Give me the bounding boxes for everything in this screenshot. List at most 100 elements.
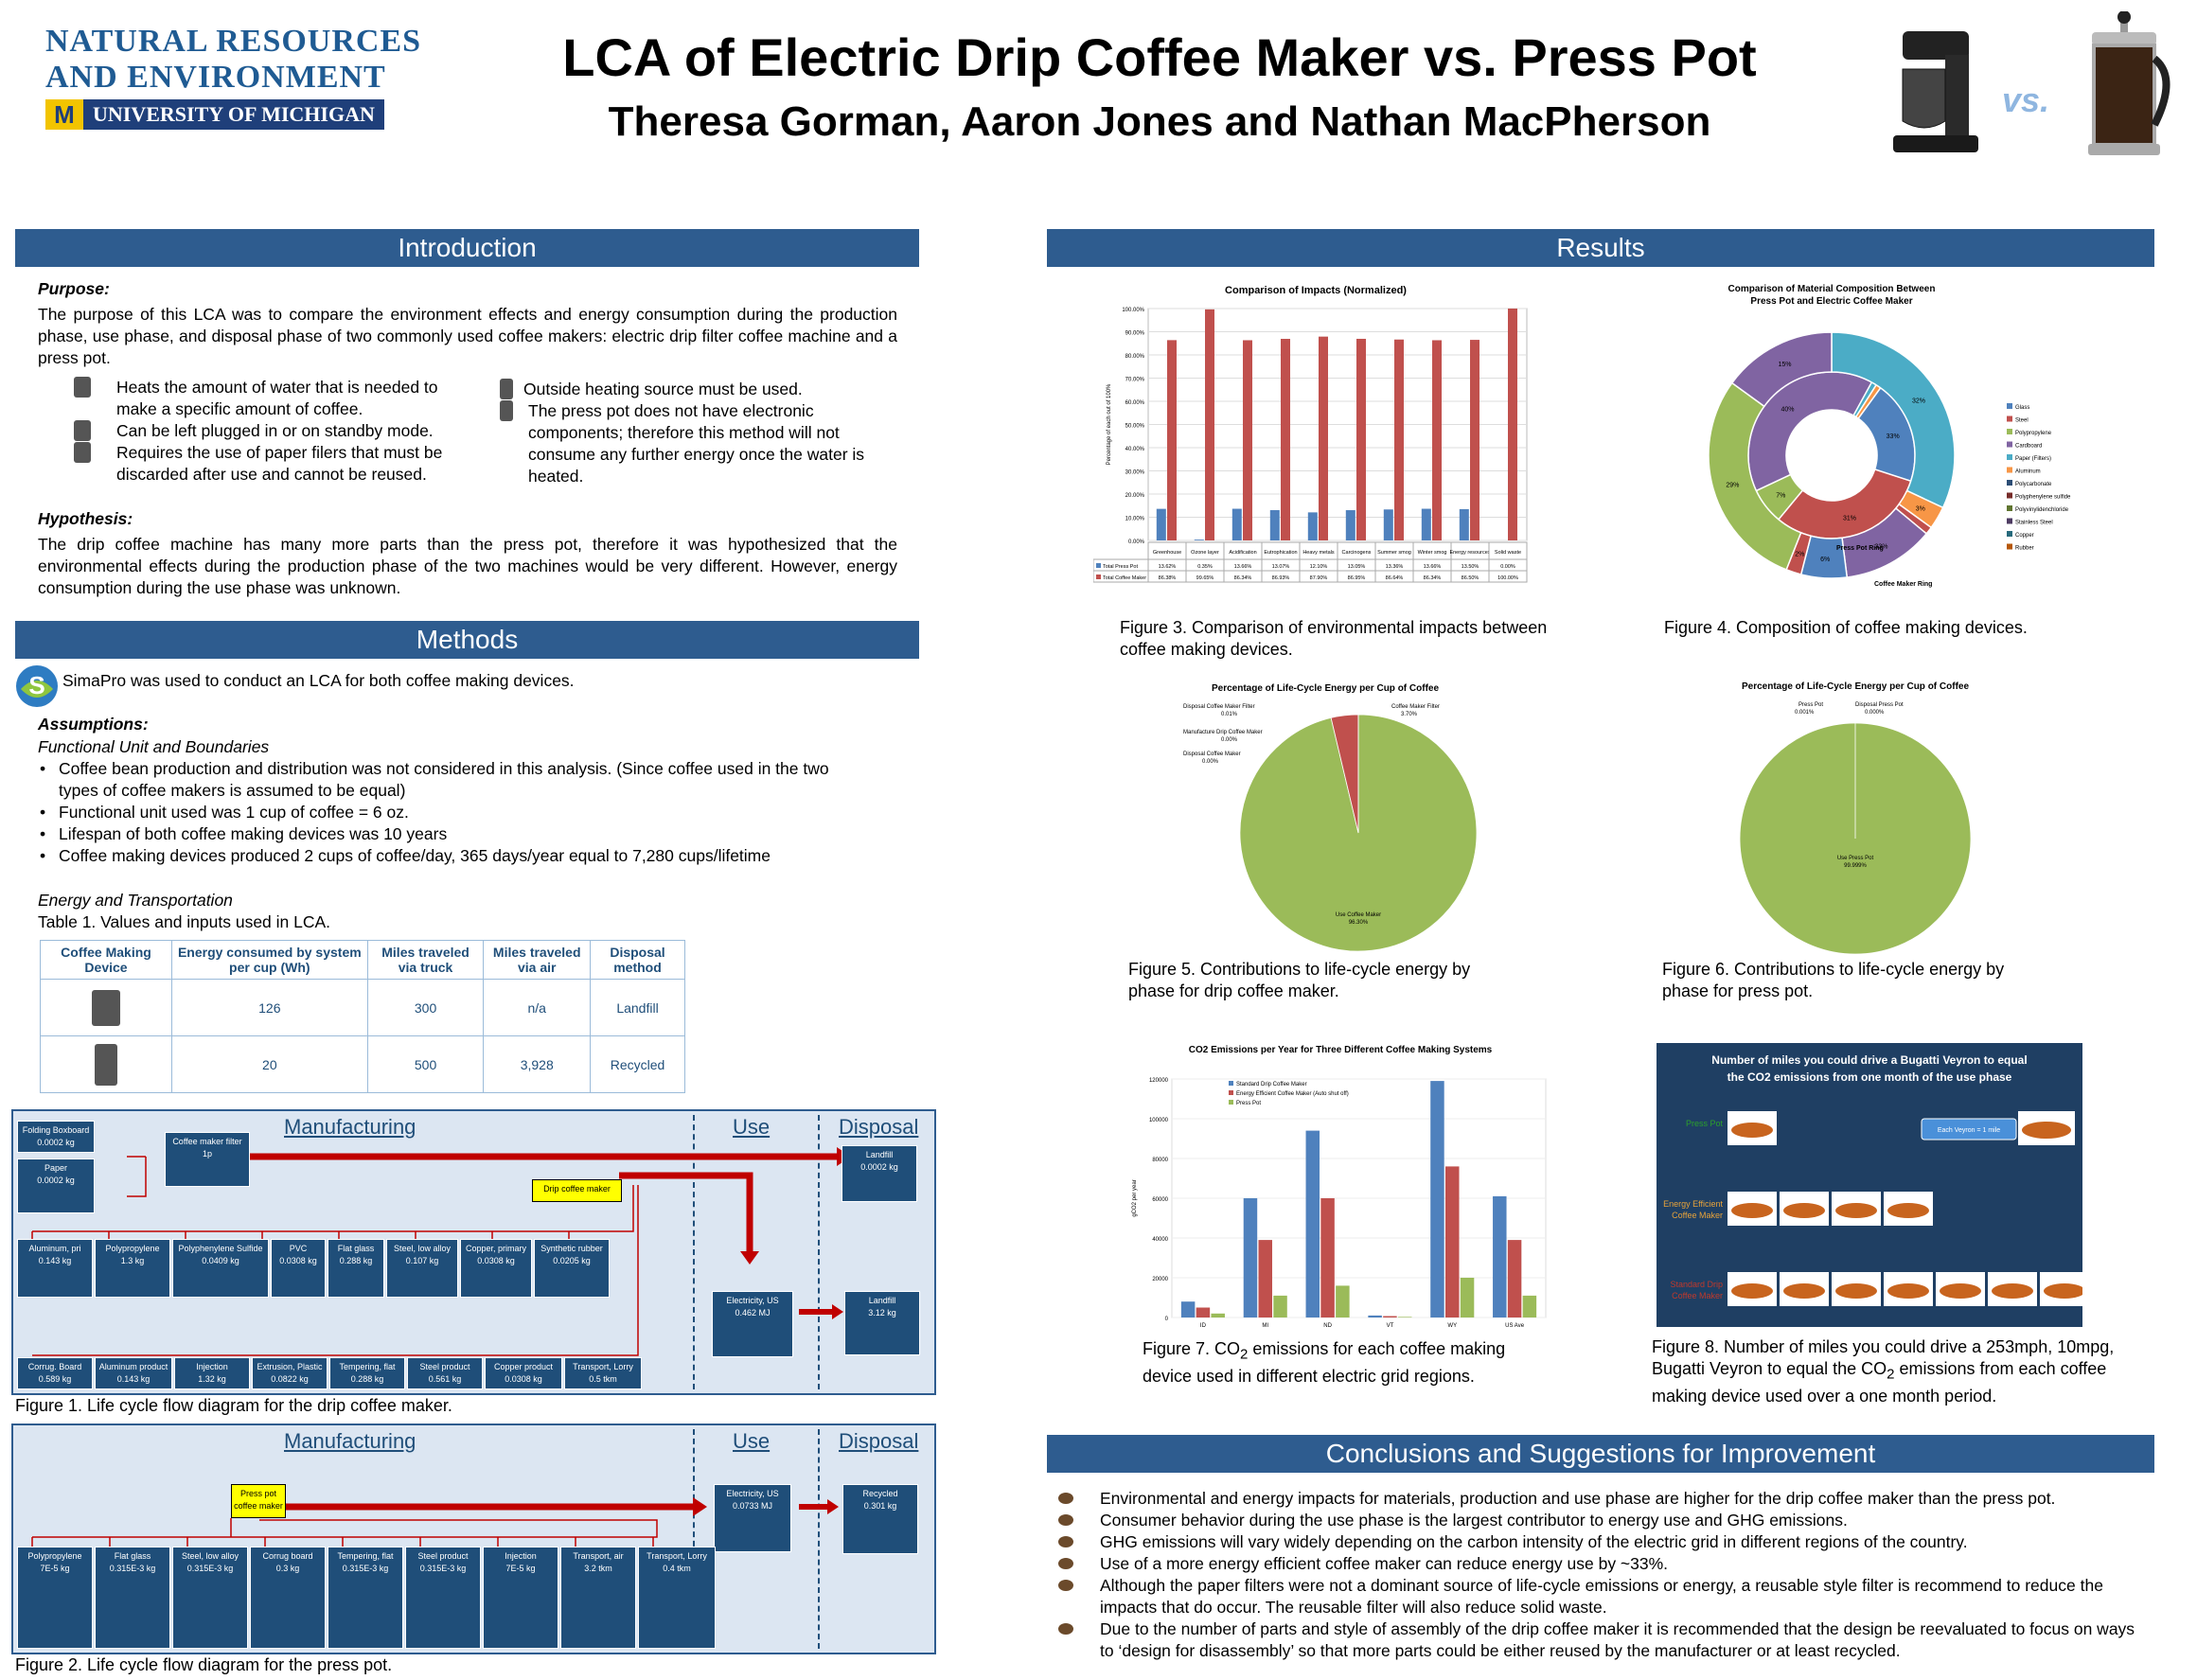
conclusion-text: Although the paper filters were not a do… [1100, 1576, 2103, 1617]
flow-box-label: Steel product [419, 1362, 470, 1371]
car-icon [1940, 1283, 1981, 1299]
legend-swatch [2007, 454, 2012, 460]
flow-box: Folding Boxboard 0.0002 kg [17, 1121, 95, 1153]
bar [1211, 1313, 1225, 1317]
flow-box-label: Press pot coffee maker [234, 1489, 283, 1511]
car-icon [1783, 1283, 1825, 1299]
bar [1383, 509, 1393, 540]
flow-box-label: Corrug. Board [27, 1362, 82, 1371]
flow-box-value: 0.589 kg [38, 1374, 72, 1384]
assumptions-label: Assumptions: [38, 715, 149, 734]
data-label: 86.64% [1386, 575, 1404, 581]
drip-point: Can be left plugged in or on standby mod… [74, 420, 471, 442]
university-logo: NATURAL RESOURCES AND ENVIRONMENT M UNIV… [45, 24, 443, 133]
conclusion-item: Although the paper filters were not a do… [1058, 1575, 2137, 1618]
logo-line2: AND ENVIRONMENT [45, 60, 386, 95]
coffee-maker-icon [74, 377, 91, 398]
bar [1430, 1081, 1444, 1317]
drip-coffee-maker-image [1893, 31, 1978, 152]
table-caption: Table 1. Values and inputs used in LCA. [38, 912, 331, 931]
flow-box-value: 0.0733 MJ [732, 1501, 773, 1511]
figure8-caption-sub: 2 [1887, 1366, 1895, 1383]
press-point: Outside heating source must be used. [500, 379, 897, 400]
coffee-bean-icon [1058, 1623, 1073, 1635]
y-axis-label: Percentage of each out of 100% [1107, 383, 1112, 465]
manufacturing-label: Manufacturing [284, 1115, 416, 1139]
coffee-maker-icon [92, 989, 120, 1026]
flow-box: Extrusion, Plastic 0.0822 kg [252, 1357, 328, 1389]
conclusion-item: Use of a more energy efficient coffee ma… [1058, 1553, 2137, 1575]
y-tick-label: 90.00% [1125, 331, 1145, 337]
flow-arrows [31, 1497, 839, 1547]
flow-box-label: Recycled [862, 1489, 898, 1498]
data-label: 87.90% [1310, 575, 1328, 581]
conclusion-item: Environmental and energy impacts for mat… [1058, 1488, 2137, 1510]
legend-label: Copper [2015, 533, 2034, 539]
slice-label: 33% [1875, 544, 1888, 551]
introduction-heading: Introduction [15, 229, 919, 267]
legend-label: Polyvinylidenchloride [2015, 507, 2069, 513]
legend-label: Glass [2015, 405, 2029, 411]
legend-label: Rubber [2015, 546, 2034, 552]
press-point: The press pot does not have electronic c… [500, 400, 897, 487]
conclusion-item: Consumer behavior during the use phase i… [1058, 1510, 2137, 1531]
flow-box-value: 0.315E-3 kg [109, 1564, 156, 1573]
figure3-impacts-chart: Comparison of Impacts (Normalized) 0.00% 1… [1093, 285, 1528, 583]
flow-box: Polypropylene 1.3 kg [95, 1239, 170, 1298]
figure3-caption: Figure 3. Comparison of environmental im… [1120, 618, 1548, 659]
coffee-maker-icon [74, 442, 91, 463]
slice-value: 0.00% [1202, 759, 1219, 765]
category-label: Eutrophication [1264, 550, 1297, 556]
legend-label: Energy Efficient Coffee Maker (Auto shut… [1236, 1091, 1349, 1097]
flow-box-label: Polypropylene [105, 1244, 160, 1253]
figure5-energy-pie-chart: Percentage of Life-Cycle Energy per Cup … [1183, 683, 1478, 952]
y-tick-label: 80000 [1152, 1158, 1168, 1163]
drip-point: Heats the amount of water that is needed… [74, 377, 471, 420]
legend-label: Total Coffee Maker [1103, 575, 1146, 581]
table-cell: 20 [171, 1035, 368, 1093]
legend-label: Total Press Pot [1103, 564, 1138, 570]
figure7-caption-text: Figure 7. CO [1143, 1339, 1241, 1358]
flow-box-value: 0.0409 kg [202, 1256, 239, 1265]
purpose-text: The purpose of this LCA was to compare t… [38, 305, 897, 367]
logo-line3: UNIVERSITY OF MICHIGAN [83, 99, 384, 130]
category-label: Press Pot [1686, 1119, 1724, 1128]
data-label: 0.35% [1197, 564, 1213, 570]
car-icon [1887, 1203, 1929, 1218]
coffee-bean-icon [1058, 1514, 1073, 1526]
flow-box: Polyphenylene Sulfide 0.0409 kg [172, 1239, 269, 1298]
bar [1345, 510, 1355, 540]
poster-authors: Theresa Gorman, Aaron Jones and Nathan M… [608, 98, 1711, 145]
data-label: 86.95% [1348, 575, 1366, 581]
y-tick-label: 0 [1165, 1317, 1169, 1322]
slice-label: Disposal Coffee Maker Filter [1183, 704, 1255, 710]
legend-label: Press Pot [1236, 1101, 1261, 1106]
flow-box: Aluminum product 0.143 kg [95, 1357, 172, 1389]
bar [1205, 309, 1214, 540]
category-label: Acidification [1229, 550, 1256, 556]
table-header: Energy consumed by system per cup (Wh) [171, 940, 368, 980]
y-axis-label: gCO2 per year [1132, 1179, 1138, 1216]
flow-box-label: Transport, Lorry [573, 1362, 633, 1371]
flow-box: Electricity, US 0.462 MJ [712, 1291, 793, 1357]
bar [1167, 340, 1177, 540]
slice-label: Press Pot [1798, 702, 1823, 708]
data-label: 99.65% [1196, 575, 1214, 581]
bar [1273, 1295, 1287, 1317]
coffee-maker-icon [74, 420, 91, 441]
legend-swatch [2007, 429, 2012, 434]
figure4-composition-chart: Comparison of Material Composition Betwe… [1708, 284, 2071, 588]
flow-box: Polypropylene 7E-5 kg [17, 1547, 93, 1649]
conclusion-text: Consumer behavior during the use phase i… [1100, 1511, 1848, 1530]
divider [693, 1429, 695, 1649]
flow-box-value: 0.315E-3 kg [186, 1564, 234, 1573]
bar [1470, 340, 1479, 540]
flow-box-label: Electricity, US [726, 1296, 779, 1305]
chart-title: Percentage of Life-Cycle Energy per Cup … [1212, 683, 1439, 694]
press-pot-icon [95, 1043, 117, 1086]
y-tick-label: 10.00% [1125, 517, 1145, 522]
flow-box-label: Landfill [868, 1296, 896, 1305]
flow-box: Steel, low alloy 0.315E-3 kg [172, 1547, 248, 1649]
divider [818, 1115, 820, 1389]
slice-label: 40% [1781, 406, 1794, 413]
